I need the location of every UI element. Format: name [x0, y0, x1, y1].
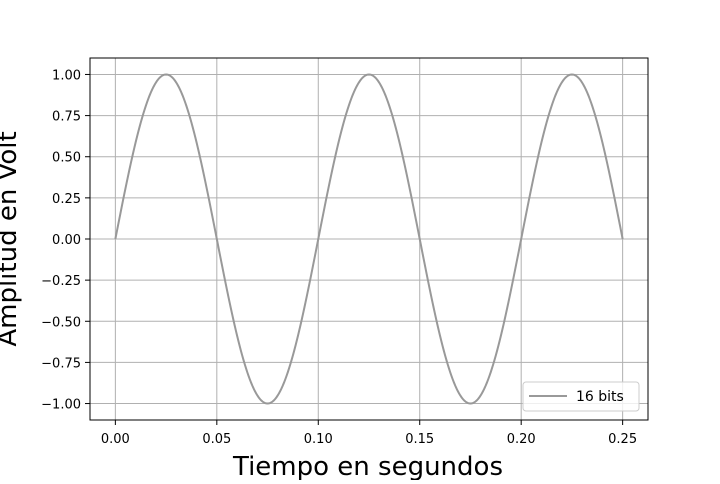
legend: 16 bits — [522, 381, 640, 412]
ticks — [85, 73, 624, 425]
x-tick-label: 0.10 — [304, 432, 333, 447]
legend-label-16-bits: 16 bits — [576, 389, 624, 405]
x-tick-label: 0.00 — [101, 432, 130, 447]
y-tick-label: −0.75 — [41, 356, 81, 371]
y-tick-label: −1.00 — [41, 398, 81, 413]
y-tick-label: −0.25 — [41, 274, 81, 289]
x-tick-label: 0.25 — [608, 432, 637, 447]
y-tick-label: 0.50 — [52, 151, 81, 166]
series-layer — [114, 73, 624, 405]
grid — [90, 58, 648, 420]
y-tick-label: 1.00 — [52, 68, 81, 83]
legend-box — [522, 381, 640, 412]
axis-labels: 0.00 0.05 0.10 0.15 0.20 0.25 1.00 0.75 0.50 0.25… — [41, 68, 637, 447]
x-tick-label: 0.15 — [405, 432, 434, 447]
y-tick-label: 0.75 — [52, 110, 81, 125]
y-tick-label: 0.00 — [52, 233, 81, 248]
x-tick-label: 0.05 — [202, 432, 231, 447]
y-tick-label: −0.50 — [41, 315, 81, 330]
y-axis-title: Amplitud en Volt — [0, 131, 23, 346]
series-line-16-bits — [114, 73, 624, 405]
x-tick-label: 0.20 — [507, 432, 536, 447]
y-tick-label: 0.25 — [52, 192, 81, 207]
x-axis-title: Tiempo en segundos — [232, 452, 503, 480]
